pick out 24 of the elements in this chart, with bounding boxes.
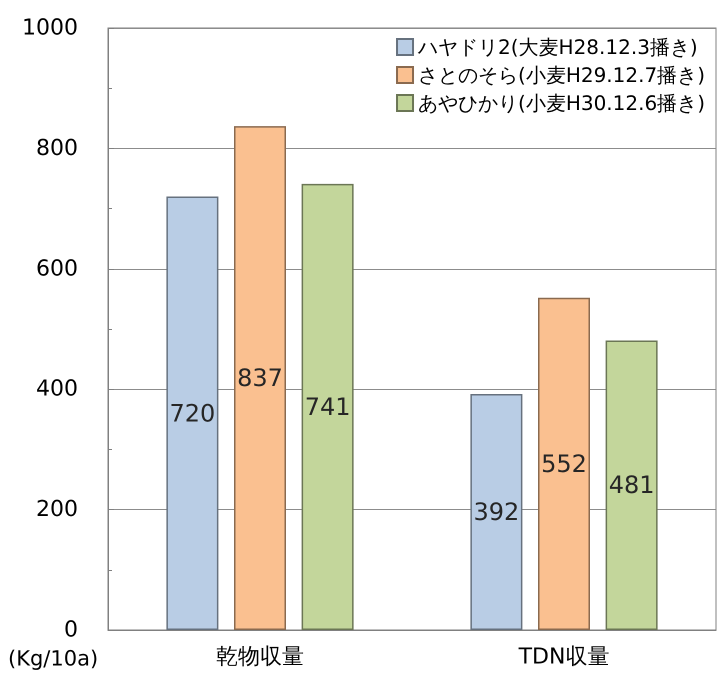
bar [234,126,286,630]
y-tick-label: 1000 [22,16,78,40]
y-tick-label: 0 [64,618,78,642]
data-label: 837 [237,364,283,392]
y-axis-title: (Kg/10a) [8,646,98,670]
data-label: 552 [541,450,587,478]
bar [302,184,354,630]
y-tick-label: 800 [36,136,78,161]
data-label: 392 [473,498,520,526]
y-tick-label: 600 [36,256,78,282]
bar [470,394,522,630]
bar [166,196,218,630]
legend-label: さとのそら(小麦H29.12.7播き) [418,63,705,87]
y-tick-label: 200 [36,497,78,522]
data-label: 720 [169,399,216,428]
x-tick-label: TDN収量 [518,644,610,670]
x-tick-label: 乾物収量 [216,644,304,670]
data-label: 741 [304,392,351,421]
legend-label: あやひかり(小麦H30.12.6播き) [418,91,705,115]
data-label: 481 [608,471,655,500]
bar [606,340,658,630]
legend-label: ハヤドリ2(大麦H28.12.3播き) [417,35,698,59]
bar [538,298,590,630]
y-tick-label: 400 [36,376,78,402]
